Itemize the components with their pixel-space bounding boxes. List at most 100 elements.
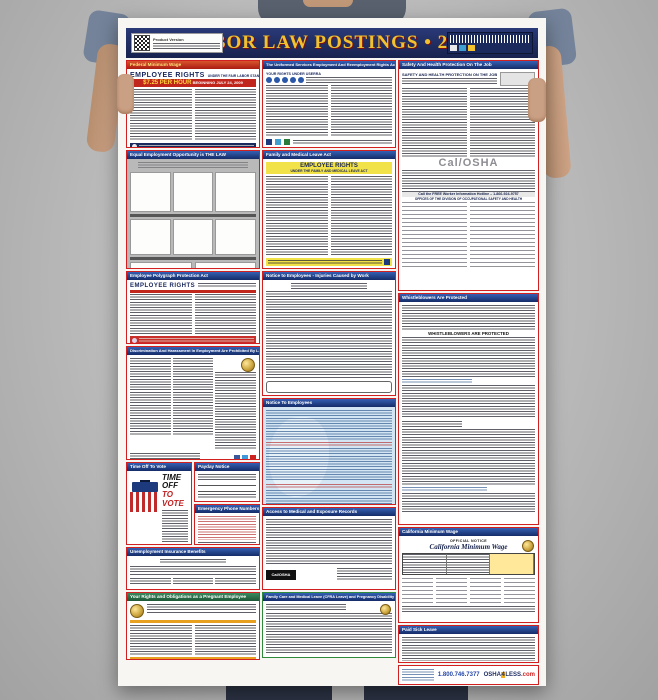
text-sim	[130, 219, 171, 255]
eeo-columns	[130, 262, 256, 268]
esgr-logo-icon	[266, 139, 272, 145]
section-body: EMPLOYEE RIGHTS UNDER THE FAMILY AND MED…	[263, 159, 395, 268]
fed-heading-row: EMPLOYEE RIGHTS UNDER THE FAIR LABOR STA…	[130, 72, 259, 79]
text-sim	[402, 78, 498, 86]
wage-table	[402, 553, 535, 575]
text-sim	[470, 88, 535, 158]
section-whistleblowers-protected: Whistleblowers Are Protected WHISTLEBLOW…	[398, 293, 539, 525]
text-sim	[402, 493, 535, 513]
pregnant-text-columns	[130, 625, 256, 655]
text-sim	[130, 172, 171, 212]
text-sim	[215, 219, 257, 255]
text-sim	[402, 305, 535, 331]
text-sim	[215, 578, 257, 586]
text-sim	[293, 140, 392, 144]
section-title-bar: Whistleblowers Are Protected	[399, 294, 538, 302]
text-sim	[266, 490, 392, 504]
text-sim	[266, 395, 392, 396]
userra-text-columns	[266, 85, 392, 137]
dol-seal-icon	[132, 337, 137, 343]
eeo-subbar	[130, 214, 256, 217]
safety-heading: SAFETY AND HEALTH PROTECTION ON THE JOB	[402, 72, 498, 77]
section-federal-minimum-wage: Federal Minimum Wage EMPLOYEE RIGHTS UND…	[126, 60, 260, 148]
text-sim	[215, 172, 257, 212]
section-body: YOUR RIGHTS UNDER USERRA	[263, 69, 395, 147]
table-sim	[402, 578, 433, 604]
orange-subheader-bar	[130, 657, 256, 659]
whistleblower-heading: WHISTLEBLOWERS ARE PROTECTED	[428, 331, 509, 336]
safety-heading-wrap: SAFETY AND HEALTH PROTECTION ON THE JOB	[402, 72, 498, 86]
text-sim	[306, 77, 392, 83]
section-title-bar: Access to Medical and Exposure Records	[263, 508, 395, 516]
link-sim	[402, 487, 487, 491]
section-title-bar: Equal Employment Opportunity is THE LAW	[127, 151, 259, 159]
social-icons-row	[234, 455, 256, 459]
service-badge-icon	[298, 77, 304, 83]
poly-text-columns	[130, 294, 256, 334]
text-sim	[172, 219, 214, 255]
text-sim	[402, 337, 535, 377]
text-sim	[402, 88, 467, 158]
text-sim	[268, 259, 382, 265]
poly-heading-row: EMPLOYEE RIGHTS	[130, 283, 256, 289]
text-sim	[130, 625, 192, 655]
text-sim	[130, 358, 171, 436]
eeo-subbar	[130, 257, 256, 260]
section-body	[127, 355, 259, 459]
section-body: Cal/OSHA	[263, 516, 395, 583]
barcode-icon	[450, 35, 530, 43]
section-payday-notice: Payday Notice	[194, 462, 260, 502]
fmla-subheading: UNDER THE FAMILY AND MEDICAL LEAVE ACT	[290, 169, 368, 173]
vendor-brand-row: 1.800.746.7377 OSHA4LESS.com	[399, 666, 538, 684]
section-title-bar: Payday Notice	[195, 463, 259, 471]
section-edd-notice-to-employees: Notice To Employees	[262, 398, 396, 505]
fed-footer-bar	[130, 143, 256, 147]
text-sim	[402, 669, 434, 681]
fmla-footer-band	[266, 258, 392, 266]
employee-rights-heading: EMPLOYEE RIGHTS	[300, 163, 358, 169]
text-sim	[130, 453, 200, 459]
text-sim	[402, 385, 535, 419]
vets-logo-icon	[284, 139, 290, 145]
wage-amount: $7.25 PER HOUR	[143, 80, 192, 86]
wage-effective: BEGINNING JULY 24, 2009	[192, 80, 243, 85]
section-title-bar: Discrimination And Harassment In Employm…	[127, 347, 259, 355]
text-sim	[198, 494, 256, 499]
section-body	[195, 513, 259, 544]
ballot-box-icon	[130, 474, 160, 514]
section-body	[195, 471, 259, 501]
ui-contact-columns	[130, 578, 257, 586]
person-right-hand	[528, 78, 546, 122]
section-title-bar: Paid Sick Leave	[399, 626, 538, 634]
text-sim	[147, 604, 256, 614]
text-sim	[194, 625, 256, 655]
text-sim	[198, 283, 256, 287]
section-body	[263, 407, 395, 504]
offices-heading: OFFICES OF THE DIVISION OF OCCUPATIONAL …	[414, 197, 523, 201]
section-userra: The Uniformed Services Employment And Re…	[262, 60, 396, 148]
text-sim	[198, 516, 256, 540]
link-sim	[402, 379, 472, 383]
fmla-yellow-band: EMPLOYEE RIGHTS UNDER THE FAMILY AND MED…	[266, 162, 392, 174]
text-sim	[266, 448, 392, 482]
offices-table	[402, 202, 535, 270]
service-badge-icon	[266, 77, 272, 83]
poly-footer-bar	[130, 336, 256, 343]
section-polygraph-protection: Employee Polygraph Protection Act EMPLOY…	[126, 271, 260, 344]
section-body: WHISTLEBLOWERS ARE PROTECTED	[399, 302, 538, 516]
section-body	[127, 601, 259, 659]
section-medical-exposure-records: Access to Medical and Exposure Records C…	[262, 507, 396, 590]
section-body: EMPLOYEE RIGHTS UNDER THE FAIR LABOR STA…	[127, 69, 259, 147]
table-sim	[436, 578, 467, 604]
section-unemployment-insurance: Unemployment Insurance Benefits	[126, 547, 260, 590]
facebook-icon	[234, 455, 240, 459]
form-field-line	[198, 499, 256, 501]
section-title-bar: Time Off To Vote	[127, 463, 191, 471]
section-discrimination-harassment: Discrimination And Harassment In Employm…	[126, 346, 260, 460]
section-title-bar: The Uniformed Services Employment And Re…	[263, 61, 395, 69]
text-sim	[172, 358, 214, 436]
pregnant-top-row	[130, 604, 256, 618]
text-sim	[198, 542, 256, 544]
text-sim	[266, 604, 346, 611]
